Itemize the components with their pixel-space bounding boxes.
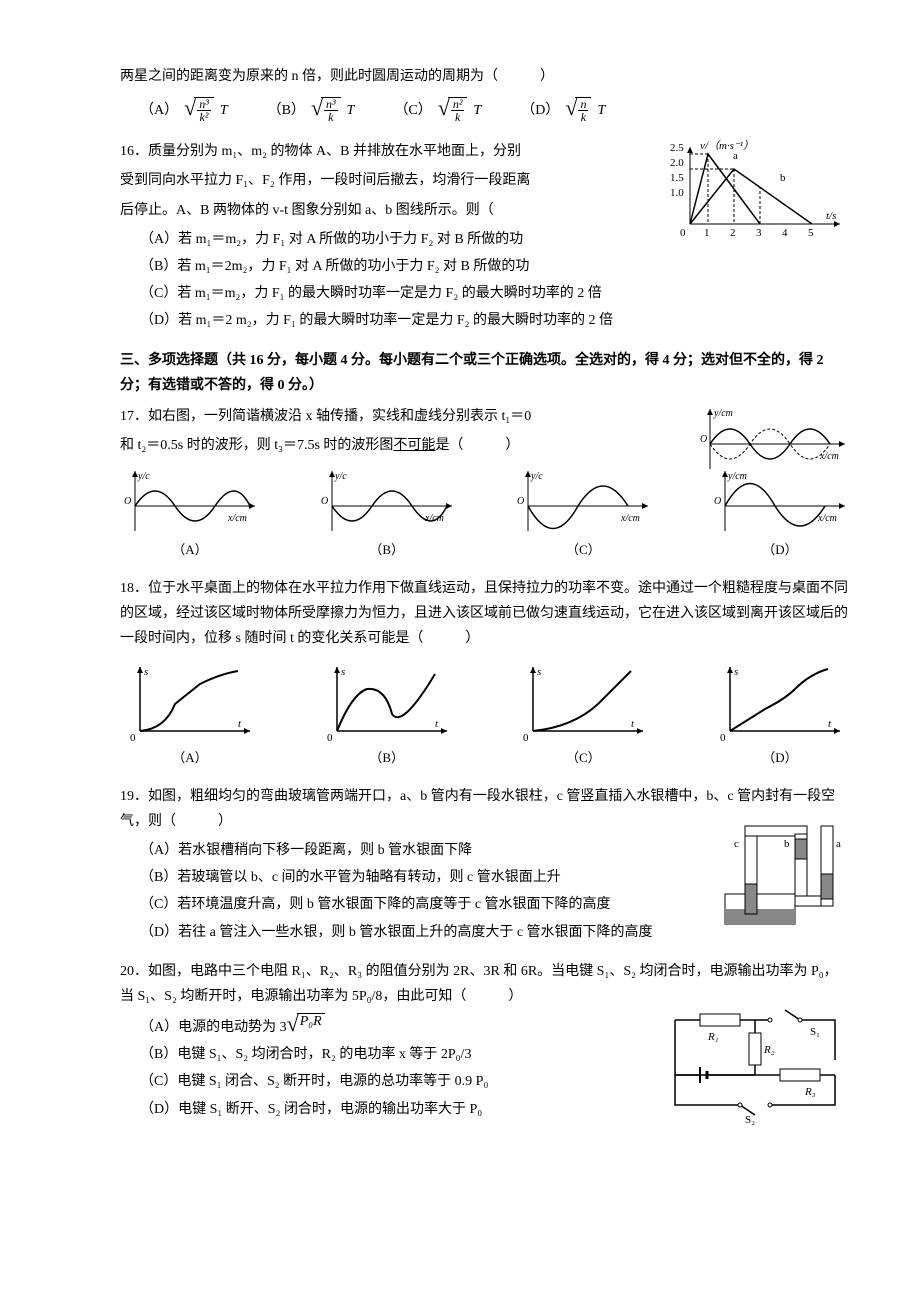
q16-opt-D: （D）若 m₁＝2 m₂，力 F₁ 的最大瞬时功率一定是力 F₂ 的最大瞬时功率… <box>120 308 850 333</box>
q16-stem-1: 16．质量分别为 m₁、m₂ 的物体 A、B 并排放在水平地面上，分别 <box>120 139 680 164</box>
q15-opt-B: （B） n³kT <box>268 97 355 123</box>
svg-text:t: t <box>238 718 242 730</box>
svg-text:t: t <box>828 718 832 730</box>
svg-text:R₂: R₂ <box>763 1044 775 1056</box>
svg-text:x/cm: x/cm <box>620 513 640 524</box>
q17: y/cm x/cm O 17．如右图，一列简谐横波沿 x 轴传播，实线和虚线分别… <box>120 404 850 562</box>
q18: 18．位于水平桌面上的物体在水平拉力作用下做直线运动，且保持拉力的功率不变。途中… <box>120 576 850 770</box>
q15-remainder: 两星之间的距离变为原来的 n 倍，则此时圆周运动的周期为（ ） （A） n³k²… <box>120 64 850 123</box>
svg-text:t/s: t/s <box>826 210 836 222</box>
svg-text:s: s <box>734 666 738 678</box>
q15-stem: 两星之间的距离变为原来的 n 倍，则此时圆周运动的周期为（ ） <box>120 64 850 89</box>
q18-fig-B: st0 （B） <box>317 659 457 769</box>
q17-fig-A: y/cx/cmO （A） <box>120 466 260 561</box>
q20-stem: 20．如图，电路中三个电阻 R₁、R₂、R₃ 的阻值分别为 2R、3R 和 6R… <box>120 959 850 1009</box>
svg-text:v/（m·s⁻¹）: v/（m·s⁻¹） <box>700 139 754 152</box>
q15-opt-C: （C） n²kT <box>394 97 481 123</box>
q16-stem-3: 后停止。A、B 两物体的 v-t 图象分别如 a、b 图线所示。则（ <box>120 198 680 223</box>
svg-text:O: O <box>321 496 328 507</box>
svg-text:0: 0 <box>680 227 686 239</box>
q17-stem-2: 和 t₂＝0.5s 时的波形，则 t₃＝7.5s 时的波形图不可能是（ ） <box>120 433 680 458</box>
svg-text:t: t <box>631 718 635 730</box>
svg-text:0: 0 <box>523 732 529 744</box>
svg-text:1: 1 <box>704 227 710 239</box>
svg-text:y/c: y/c <box>530 471 543 482</box>
svg-text:O: O <box>714 496 721 507</box>
svg-text:1.5: 1.5 <box>670 172 684 184</box>
svg-text:y/cm: y/cm <box>713 408 733 419</box>
svg-text:2.0: 2.0 <box>670 157 684 169</box>
svg-text:t: t <box>435 718 439 730</box>
q17-ref-wave: y/cm x/cm O <box>700 404 850 483</box>
q18-fig-C: st0 （C） <box>513 659 653 769</box>
q16: 2.52.0 1.51.0 12 345 0 v/（m·s⁻¹） t/s ab … <box>120 139 850 333</box>
svg-text:0: 0 <box>720 732 726 744</box>
svg-text:s: s <box>537 666 541 678</box>
svg-text:y/c: y/c <box>334 471 347 482</box>
q19-tube-fig: c b a <box>720 814 850 943</box>
q19-opt-C: （C）若环境温度升高，则 b 管水银面下降的高度等于 c 管水银面下降的高度 <box>120 892 680 917</box>
q18-fig-A: st0 （A） <box>120 659 260 769</box>
svg-text:3: 3 <box>756 227 762 239</box>
svg-text:x/cm: x/cm <box>227 513 247 524</box>
svg-text:2.5: 2.5 <box>670 142 684 154</box>
q19: c b a 19．如图，粗细均匀的弯曲玻璃管两端开口，a、b 管内有一段水银柱，… <box>120 784 850 945</box>
svg-text:a: a <box>733 150 738 162</box>
svg-text:b: b <box>780 172 786 184</box>
q15-opt-D: （D） nkT <box>521 97 605 123</box>
q15-opt-A: （A） n³k²T <box>140 97 228 123</box>
q18-stem: 18．位于水平桌面上的物体在水平拉力作用下做直线运动，且保持拉力的功率不变。途中… <box>120 576 850 652</box>
svg-text:R₃: R₃ <box>804 1086 816 1098</box>
q20: S₁ R₁ R₂ R₃ S₂ 20．如图，电路中三个电阻 R₁、R₂、R₃ 的阻 <box>120 959 850 1122</box>
q17-fig-B: y/cx/cmO （B） <box>317 466 457 561</box>
q20-circuit-fig: S₁ R₁ R₂ R₃ S₂ <box>660 1005 850 1134</box>
svg-text:s: s <box>341 666 345 678</box>
section-3-heading: 三、多项选择题（共 16 分，每小题 4 分。每小题有二个或三个正确选项。全选对… <box>120 348 850 398</box>
svg-text:O: O <box>700 434 707 445</box>
q16-stem-2: 受到同向水平拉力 F₁、F₂ 作用，一段时间后撤去，均滑行一段距离 <box>120 168 680 193</box>
svg-text:b: b <box>784 838 790 850</box>
svg-text:4: 4 <box>782 227 788 239</box>
q15-options: （A） n³k²T （B） n³kT （C） n²kT （D） nkT <box>140 97 850 123</box>
svg-text:1.0: 1.0 <box>670 187 684 199</box>
svg-text:x/cm: x/cm <box>819 451 839 462</box>
q16-opt-C: （C）若 m₁＝m₂，力 F₁ 的最大瞬时功率一定是力 F₂ 的最大瞬时功率的 … <box>120 281 850 306</box>
q18-fig-D: st0 （D） <box>710 659 850 769</box>
q17-stem-1: 17．如右图，一列简谐横波沿 x 轴传播，实线和虚线分别表示 t₁＝0 <box>120 404 680 429</box>
svg-text:s: s <box>144 666 148 678</box>
svg-text:0: 0 <box>130 732 136 744</box>
q17-fig-C: y/cx/cmO （C） <box>513 466 653 561</box>
svg-text:0: 0 <box>327 732 333 744</box>
svg-text:x/cm: x/cm <box>817 513 837 524</box>
svg-text:R₁: R₁ <box>707 1031 719 1043</box>
svg-text:O: O <box>124 496 131 507</box>
svg-text:y/c: y/c <box>137 471 150 482</box>
svg-text:S₁: S₁ <box>810 1026 820 1038</box>
q18-option-figs: st0 （A） st0 （B） st0 （C） st0 （D） <box>120 659 850 769</box>
svg-text:O: O <box>517 496 524 507</box>
svg-text:S₂: S₂ <box>745 1114 755 1125</box>
svg-text:c: c <box>734 838 739 850</box>
svg-text:5: 5 <box>808 227 814 239</box>
q16-vt-chart: 2.5 2.0 1.5 1.0 1 2 3 4 5 0 v/（m·s⁻¹） t/s a b <box>670 139 850 248</box>
q16-opt-B: （B）若 m₁＝2m₂，力 F₁ 对 A 所做的功小于力 F₂ 对 B 所做的功 <box>120 254 850 279</box>
svg-text:a: a <box>836 838 841 850</box>
svg-text:2: 2 <box>730 227 736 239</box>
